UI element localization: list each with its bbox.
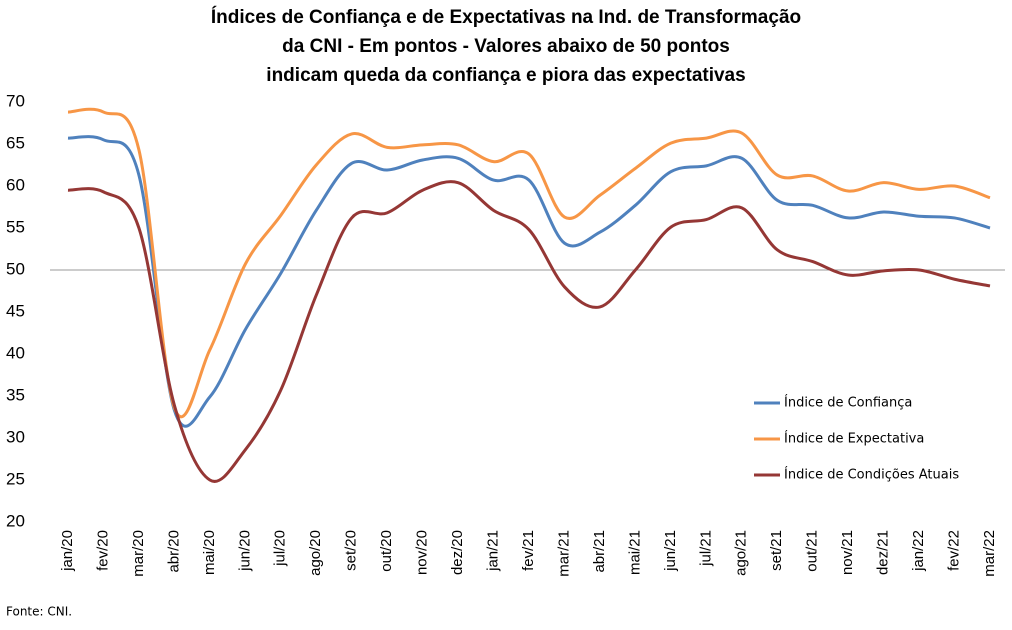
x-tick-label: jul/20 bbox=[272, 530, 289, 567]
x-tick-label: fev/20 bbox=[94, 530, 111, 571]
x-tick-label: nov/20 bbox=[414, 530, 431, 575]
series-line bbox=[67, 180, 991, 483]
x-tick-label: mar/22 bbox=[981, 530, 998, 577]
y-tick-label: 20 bbox=[6, 511, 25, 530]
x-tick-label: dez/21 bbox=[875, 530, 892, 575]
x-tick-label: ago/20 bbox=[307, 530, 324, 576]
x-tick-label: set/21 bbox=[768, 530, 785, 571]
source-note: Fonte: CNI. bbox=[6, 605, 72, 619]
x-tick-label: set/20 bbox=[343, 530, 360, 571]
y-tick-label: 35 bbox=[6, 385, 25, 404]
y-tick-label: 25 bbox=[6, 469, 25, 488]
x-tick-label: jan/20 bbox=[59, 530, 76, 572]
x-tick-label: jun/21 bbox=[662, 530, 679, 572]
x-tick-label: jul/21 bbox=[697, 530, 714, 567]
x-tick-label: dez/20 bbox=[449, 530, 466, 575]
chart-title: da CNI - Em pontos - Valores abaixo de 5… bbox=[282, 36, 730, 57]
y-tick-label: 65 bbox=[6, 133, 25, 152]
legend-label: Índice de Condições Atuais bbox=[784, 467, 959, 483]
x-tick-label: jan/21 bbox=[485, 530, 502, 572]
x-tick-label: out/20 bbox=[378, 530, 395, 572]
x-tick-label: mai/20 bbox=[201, 530, 218, 575]
x-tick-label: nov/21 bbox=[839, 530, 856, 575]
y-tick-label: 60 bbox=[6, 175, 25, 194]
chart-title: indicam queda da confiança e piora das e… bbox=[266, 65, 745, 86]
legend-label: Índice de Expectativa bbox=[784, 431, 924, 447]
x-tick-label: mar/20 bbox=[130, 530, 147, 577]
y-tick-label: 45 bbox=[6, 301, 25, 320]
chart-title: Índices de Confiança e de Expectativas n… bbox=[211, 6, 801, 28]
y-tick-label: 40 bbox=[6, 343, 25, 362]
y-tick-label: 30 bbox=[6, 427, 25, 446]
x-tick-label: abr/21 bbox=[591, 530, 608, 573]
x-tick-label: abr/20 bbox=[165, 530, 182, 573]
x-tick-label: out/21 bbox=[804, 530, 821, 572]
x-tick-label: mai/21 bbox=[626, 530, 643, 575]
x-tick-label: jun/20 bbox=[236, 530, 253, 572]
x-tick-label: jan/22 bbox=[910, 530, 927, 572]
y-tick-label: 55 bbox=[6, 217, 25, 236]
x-tick-label: fev/22 bbox=[946, 530, 963, 571]
x-tick-label: mar/21 bbox=[555, 530, 572, 577]
legend-label: Índice de Confiança bbox=[784, 395, 912, 411]
x-tick-label: fev/21 bbox=[520, 530, 537, 571]
y-tick-label: 70 bbox=[6, 91, 25, 110]
x-tick-label: ago/21 bbox=[733, 530, 750, 576]
y-tick-label: 50 bbox=[6, 259, 25, 278]
series-line bbox=[67, 135, 991, 428]
series-line bbox=[67, 107, 991, 419]
